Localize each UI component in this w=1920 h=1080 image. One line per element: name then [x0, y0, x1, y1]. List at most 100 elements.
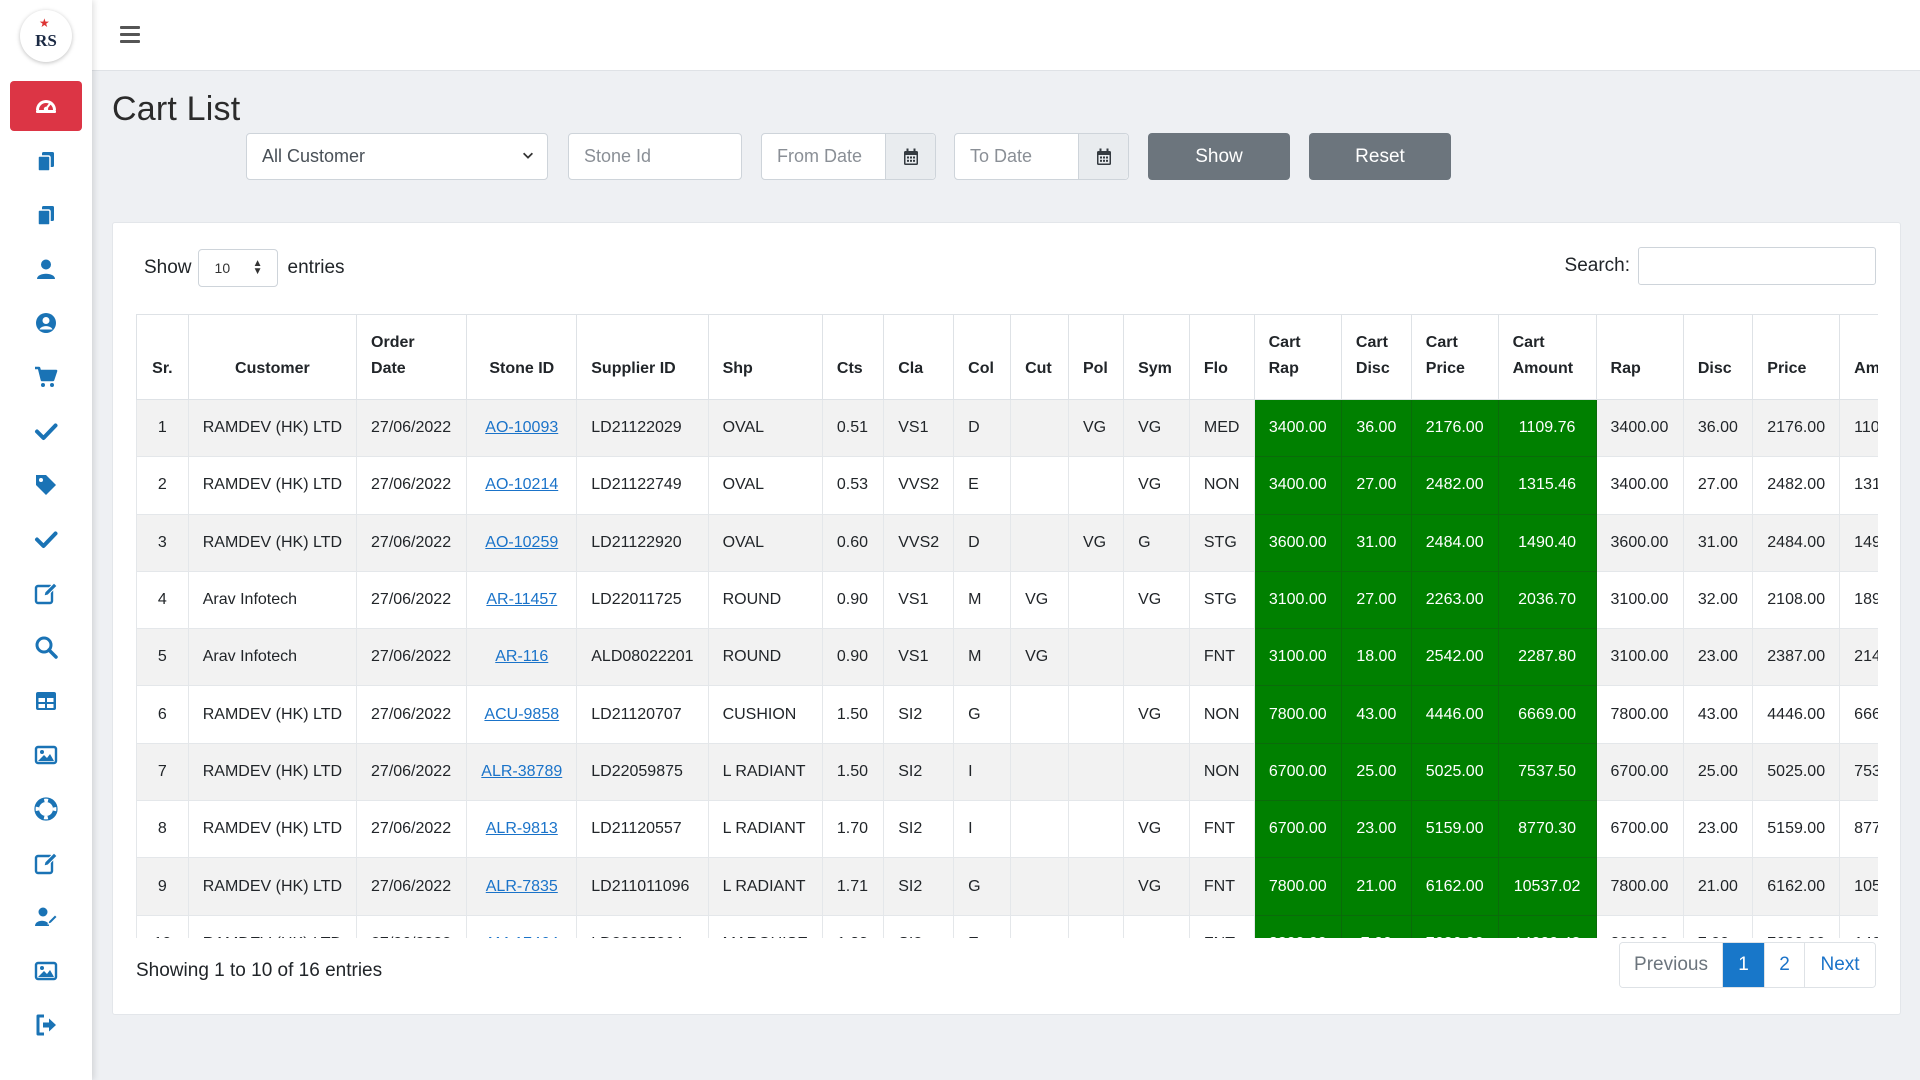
- show-button[interactable]: Show: [1148, 133, 1290, 180]
- table-row[interactable]: 3 RAMDEV (HK) LTD 27/06/2022 AO-10259 LD2112…: [136, 513, 1878, 572]
- cart-table-card: Show 10 ▲ ▼ entries Search: Sr. Customer Or…: [112, 222, 1901, 1015]
- table-cell[interactable]: ALR-7835: [466, 857, 578, 916]
- stone-id-link[interactable]: ALR-38789: [481, 762, 563, 780]
- column-header[interactable]: Order Date: [356, 314, 468, 400]
- table-cell: 10537.02: [1497, 857, 1597, 916]
- table-cell[interactable]: AO-10093: [466, 398, 578, 458]
- stone-id-link[interactable]: ALR-9813: [485, 820, 558, 838]
- table-row[interactable]: 5 Arav Infotech 27/06/2022 AR-116 ALD0802220…: [136, 628, 1878, 687]
- table-cell[interactable]: AR-11457: [466, 570, 578, 630]
- column-header[interactable]: Cut: [1010, 314, 1069, 400]
- stone-id-link[interactable]: ACU-9858: [484, 705, 560, 723]
- logout-icon: [34, 1013, 58, 1037]
- sidebar-item-8[interactable]: [10, 461, 82, 509]
- chevron-down-icon: [523, 152, 533, 159]
- sidebar-item-14[interactable]: [10, 785, 82, 833]
- column-header[interactable]: Am: [1839, 314, 1878, 400]
- stone-id-link[interactable]: AO-10259: [485, 533, 559, 551]
- column-header[interactable]: Rap: [1595, 314, 1684, 400]
- column-header[interactable]: Customer: [187, 314, 358, 400]
- sidebar-item-11[interactable]: [10, 623, 82, 671]
- table-cell[interactable]: ALR-9813: [466, 800, 578, 859]
- table-row[interactable]: 6 RAMDEV (HK) LTD 27/06/2022 ACU-9858 LD2112…: [136, 685, 1878, 744]
- table-cell[interactable]: AO-10259: [466, 513, 578, 572]
- stone-id-input[interactable]: Stone Id: [568, 133, 742, 180]
- sidebar-item-18[interactable]: [10, 1001, 82, 1049]
- customer-select[interactable]: All Customer: [246, 133, 548, 180]
- sidebar-item-3[interactable]: [10, 191, 82, 239]
- from-date-input[interactable]: From Date: [761, 133, 936, 180]
- column-header[interactable]: Cart Rap: [1253, 314, 1342, 400]
- table-cell: ALD08022201: [576, 628, 709, 687]
- table-row[interactable]: 2 RAMDEV (HK) LTD 27/06/2022 AO-10214 LD2112…: [136, 456, 1878, 515]
- column-header[interactable]: Cts: [821, 314, 885, 400]
- sidebar-item-1[interactable]: [10, 81, 82, 131]
- column-header[interactable]: Col: [953, 314, 1012, 400]
- sidebar-item-12[interactable]: [10, 677, 82, 725]
- previous-page-button[interactable]: Previous: [1620, 943, 1723, 987]
- column-header[interactable]: Supplier ID: [576, 314, 709, 400]
- page-1-button[interactable]: 1: [1723, 943, 1765, 987]
- to-date-input[interactable]: To Date: [954, 133, 1129, 180]
- from-date-placeholder: From Date: [777, 146, 863, 166]
- hamburger-menu-icon[interactable]: [120, 26, 140, 44]
- sidebar-item-6[interactable]: [10, 353, 82, 401]
- stone-id-link[interactable]: AR-116: [495, 648, 549, 666]
- table-row[interactable]: 9 RAMDEV (HK) LTD 27/06/2022 ALR-7835 LD2110…: [136, 857, 1878, 916]
- table-row[interactable]: 8 RAMDEV (HK) LTD 27/06/2022 ALR-9813 LD2112…: [136, 800, 1878, 859]
- sidebar-item-4[interactable]: [10, 245, 82, 293]
- sidebar: ★ RS: [0, 0, 92, 1080]
- stone-id-link[interactable]: AR-11457: [486, 591, 558, 609]
- column-header[interactable]: Shp: [707, 314, 823, 400]
- sidebar-item-9[interactable]: [10, 515, 82, 563]
- next-page-button[interactable]: Next: [1805, 943, 1875, 987]
- table-row[interactable]: 1 RAMDEV (HK) LTD 27/06/2022 AO-10093 LD2112…: [136, 398, 1878, 458]
- stone-id-link[interactable]: AM-17464: [485, 935, 559, 938]
- table-row[interactable]: 7 RAMDEV (HK) LTD 27/06/2022 ALR-38789 LD220…: [136, 742, 1878, 802]
- stone-id-link[interactable]: ALR-7835: [485, 877, 558, 895]
- table-cell: FNT: [1188, 800, 1255, 859]
- table-cell: 4446.00: [1410, 685, 1499, 744]
- table-cell[interactable]: AO-10214: [466, 456, 578, 515]
- sidebar-item-17[interactable]: [10, 947, 82, 995]
- column-header[interactable]: Cart Price: [1410, 314, 1499, 400]
- column-header[interactable]: Cart Disc: [1340, 314, 1412, 400]
- stone-id-link[interactable]: AO-10214: [485, 476, 559, 494]
- tag-icon: [34, 473, 58, 497]
- logo[interactable]: ★ RS: [20, 10, 72, 62]
- column-header[interactable]: Cart Amount: [1497, 314, 1597, 400]
- reset-button[interactable]: Reset: [1309, 133, 1451, 180]
- table-cell: [1067, 857, 1125, 916]
- sidebar-item-15[interactable]: [10, 839, 82, 887]
- table-cell: 7800.00: [1595, 685, 1684, 744]
- from-date-calendar-button[interactable]: [885, 134, 935, 179]
- column-header[interactable]: Stone ID: [466, 314, 578, 400]
- table-cell[interactable]: AR-116: [466, 628, 578, 687]
- sidebar-item-10[interactable]: [10, 569, 82, 617]
- table-scroll-area[interactable]: Sr. Customer Order Date Stone ID Supplier ID…: [136, 314, 1878, 938]
- column-header[interactable]: Flo: [1188, 314, 1255, 400]
- column-header[interactable]: Pol: [1067, 314, 1125, 400]
- sidebar-item-5[interactable]: [10, 299, 82, 347]
- column-header[interactable]: Disc: [1682, 314, 1754, 400]
- sidebar-item-7[interactable]: [10, 407, 82, 455]
- column-header[interactable]: Price: [1752, 314, 1841, 400]
- table-cell[interactable]: ACU-9858: [466, 685, 578, 744]
- entries-select[interactable]: 10 ▲ ▼: [197, 249, 278, 287]
- page-2-button[interactable]: 2: [1765, 943, 1805, 987]
- sidebar-item-16[interactable]: [10, 893, 82, 941]
- table-cell: G: [1123, 513, 1190, 572]
- sidebar-item-2[interactable]: [10, 137, 82, 185]
- table-row[interactable]: 4 Arav Infotech 27/06/2022 AR-11457 LD220117…: [136, 570, 1878, 630]
- column-header[interactable]: Sr.: [136, 314, 189, 400]
- table-cell[interactable]: AM-17464: [466, 914, 578, 938]
- table-cell[interactable]: ALR-38789: [466, 742, 578, 802]
- stone-id-link[interactable]: AO-10093: [485, 419, 559, 437]
- to-date-calendar-button[interactable]: [1078, 134, 1128, 179]
- sidebar-item-13[interactable]: [10, 731, 82, 779]
- search-input[interactable]: [1638, 247, 1876, 285]
- column-header[interactable]: Sym: [1123, 314, 1190, 400]
- table-cell: 0.51: [821, 398, 885, 458]
- column-header[interactable]: Cla: [883, 314, 955, 400]
